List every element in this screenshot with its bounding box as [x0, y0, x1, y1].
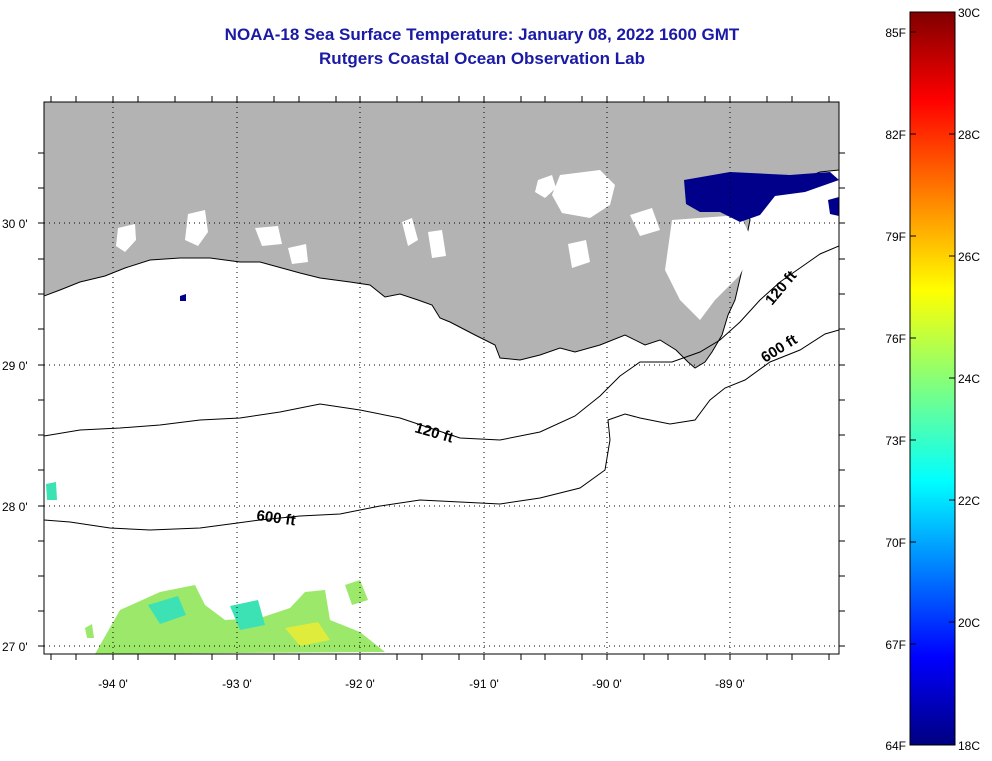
map-frame [43, 101, 840, 655]
lake-patch [185, 210, 208, 246]
lon-label: -94 0' [98, 677, 128, 691]
lat-label: 30 0' [2, 217, 28, 231]
colorbar-f-label: 85F [885, 26, 906, 40]
sst-warm-patch [285, 622, 330, 646]
colorbar-f-label: 79F [885, 230, 906, 244]
sst-warm-patch [230, 600, 265, 630]
graticule [44, 102, 839, 654]
colorbar [909, 11, 956, 746]
lake-patch [568, 240, 590, 268]
sst-cold-patch [828, 197, 839, 216]
colorbar-c-label: 22C [958, 494, 980, 508]
colorbar-f-label: 64F [885, 739, 906, 753]
lake-patch [665, 215, 755, 320]
map-title: NOAA-18 Sea Surface Temperature: January… [224, 25, 740, 44]
lat-label: 28 0' [2, 500, 28, 514]
sst-warm-patch [345, 580, 368, 605]
colorbar-c-label: 28C [958, 128, 980, 142]
colorbar-c-label: 24C [958, 372, 980, 386]
lake-patch [535, 175, 556, 198]
colorbar-c-label: 20C [958, 616, 980, 630]
colorbar-f-label: 67F [885, 638, 906, 652]
sst-warm-patch [46, 482, 57, 500]
colorbar-f-label: 82F [885, 128, 906, 142]
lake-patch [630, 208, 660, 236]
lake-patch [255, 226, 282, 246]
contour-120ft [44, 245, 839, 441]
frame-ticks [38, 96, 845, 660]
lake-patch [428, 230, 446, 258]
sst-cold-patch [180, 294, 186, 301]
sst-warm-patch [148, 596, 186, 624]
lake-patch [552, 170, 615, 218]
contour-label-600ft: 600 ft [255, 507, 296, 529]
lon-label: -89 0' [715, 677, 745, 691]
colorbar-c-label: 18C [958, 739, 980, 753]
lon-label: -91 0' [469, 677, 499, 691]
colorbar-f-label: 76F [885, 332, 906, 346]
colorbar-f-label: 70F [885, 536, 906, 550]
lake-patch [288, 244, 308, 264]
lat-label: 27 0' [2, 640, 28, 654]
lon-label: -93 0' [222, 677, 252, 691]
sst-cold-patch [684, 172, 839, 222]
lon-label: -92 0' [345, 677, 375, 691]
colorbar-c-label: 30C [958, 6, 980, 20]
lat-label: 29 0' [2, 359, 28, 373]
sst-warm-patch [85, 624, 94, 638]
colorbar-ticks [910, 11, 955, 746]
colorbar-c-label: 26C [958, 250, 980, 264]
colorbar-f-label: 73F [885, 434, 906, 448]
lon-label: -90 0' [592, 677, 622, 691]
contour-600ft [44, 329, 839, 531]
lake-patch [402, 218, 418, 246]
map-subtitle: Rutgers Coastal Ocean Observation Lab [319, 49, 645, 68]
lake-patch [116, 224, 136, 252]
